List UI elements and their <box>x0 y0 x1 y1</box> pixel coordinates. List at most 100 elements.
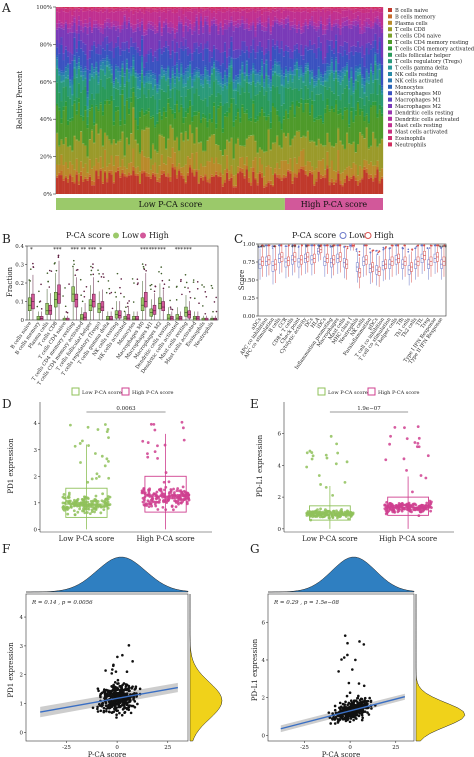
panel-a-ytick-label: 100% <box>36 5 52 11</box>
panel-a-bar-segment <box>58 20 61 24</box>
panel-a-bar-segment <box>271 74 275 77</box>
panel-a-bar-segment <box>180 74 183 77</box>
outlier-point <box>351 244 354 247</box>
outlier-point <box>48 286 51 288</box>
panel-a-bar-segment <box>182 107 185 118</box>
outlier-point <box>65 311 68 313</box>
panel-a-bar-segment <box>79 25 83 31</box>
panel-a-bar-segment <box>125 69 129 82</box>
panel-a-bar-segment <box>265 72 268 76</box>
panel-a-bar-segment <box>212 68 216 82</box>
panel-a-bar-segment <box>341 145 344 173</box>
panel-a-bar-segment <box>337 129 340 151</box>
panel-a-bar-segment <box>284 50 288 67</box>
panel-a-bar-segment <box>267 130 270 165</box>
panel-a-bar-segment <box>372 101 375 106</box>
outlier-point <box>259 245 262 248</box>
panel-a-bar-segment <box>121 29 124 43</box>
panel-a-bar-segment <box>247 118 251 121</box>
panel-a-bar-segment <box>236 77 240 80</box>
panel-a-bar-segment <box>380 25 384 29</box>
jitter-point <box>389 434 392 438</box>
panel-a-bar-segment <box>167 177 170 194</box>
panel-a-bar-segment <box>66 56 70 64</box>
panel-a-bar-segment <box>108 59 111 62</box>
panel-a-bar-segment <box>112 139 116 166</box>
panel-a-bar-segment <box>182 166 185 176</box>
panel-a-bar-segment <box>88 26 92 51</box>
panel-a-bar-segment <box>162 70 166 72</box>
panel-a-bar-segment <box>127 172 131 176</box>
outlier-point <box>39 300 42 302</box>
panel-a-bar-segment <box>352 25 355 46</box>
panel-a-bar-segment <box>265 27 268 32</box>
panel-a-bar-segment <box>352 174 355 176</box>
panel-a-bar-segment <box>221 105 225 129</box>
panel-a-bar-segment <box>84 23 87 27</box>
panel-a-bar-segment <box>117 71 120 80</box>
panel-a-bar-segment <box>302 135 305 137</box>
jitter-point <box>149 502 153 506</box>
panel-a-bar-segment <box>158 79 161 86</box>
panel-a-bar-segment <box>369 93 373 106</box>
panel-a-bar-segment <box>359 165 362 180</box>
panel-a-bar-segment <box>101 183 105 194</box>
panel-a-bar-segment <box>345 64 349 67</box>
panel-a-bar-segment <box>127 82 131 98</box>
panel-a-bar-segment <box>127 8 131 13</box>
outlier-point <box>136 283 139 286</box>
panel-a-bar-segment <box>175 62 179 65</box>
panel-a-bar-segment <box>304 48 307 64</box>
panel-a-bar-segment <box>291 51 294 60</box>
panel-a-bar-segment <box>165 47 168 69</box>
panel-a-bar-segment <box>311 104 314 141</box>
panel-a-bar-segment <box>339 45 342 54</box>
jitter-point <box>154 504 158 508</box>
panel-a-bar-segment <box>228 65 231 67</box>
panel-a-bar-segment <box>215 60 218 68</box>
jitter-point <box>81 439 84 443</box>
panel-a-bar-segment <box>71 32 74 55</box>
panel-a-legend-label: Plasma cells <box>395 21 428 27</box>
panel-a-bar-segment <box>369 28 373 45</box>
panel-a-bar-segment <box>361 76 364 79</box>
panel-a-bar-segment <box>145 172 148 177</box>
panel-a-bar-segment <box>173 166 177 170</box>
panel-a-bar-segment <box>208 119 211 137</box>
panel-a-bar-segment <box>158 75 161 80</box>
panel-a-bar-segment <box>221 184 225 187</box>
panel-a-bar-segment <box>199 163 203 176</box>
panel-a-bar-segment <box>343 73 347 76</box>
panel-a-bar-segment <box>359 72 362 75</box>
panel-a-bar-segment <box>247 83 251 93</box>
panel-a-bar-segment <box>121 64 124 68</box>
panel-a-bar-segment <box>365 80 368 83</box>
panel-a-bar-segment <box>178 23 181 48</box>
outlier-point <box>72 265 74 268</box>
panel-a-bar-segment <box>88 74 92 80</box>
panel-a-bar-segment <box>58 146 61 165</box>
panel-a-bar-segment <box>234 7 238 9</box>
panel-a-bar-segment <box>282 160 286 175</box>
outlier-point <box>175 299 178 301</box>
panel-a-bar-segment <box>256 94 259 116</box>
panel-a-bar-segment <box>230 60 233 66</box>
panel-a-bar-segment <box>252 49 255 64</box>
panel-a-bar-segment <box>178 169 181 172</box>
panel-a-bar-segment <box>77 140 81 142</box>
panel-a-bar-segment <box>293 88 296 115</box>
panel-a-bar-segment <box>267 100 270 115</box>
panel-a-bar-segment <box>269 167 272 181</box>
panel-a-bar-segment <box>149 75 153 82</box>
panel-a-bar-segment <box>345 54 349 63</box>
panel-a-bar-segment <box>245 156 248 167</box>
panel-a-bar-segment <box>378 109 381 144</box>
panel-a-bar-segment <box>123 105 126 120</box>
panel-a-bar-segment <box>348 19 351 25</box>
panel-a-bar-segment <box>304 7 307 8</box>
panel-a-bar-segment <box>217 73 220 82</box>
panel-a-bar-segment <box>71 84 74 95</box>
panel-a-bar-segment <box>215 9 218 14</box>
panel-a-bar-segment <box>343 8 347 9</box>
panel-a-bar-segment <box>73 11 76 17</box>
